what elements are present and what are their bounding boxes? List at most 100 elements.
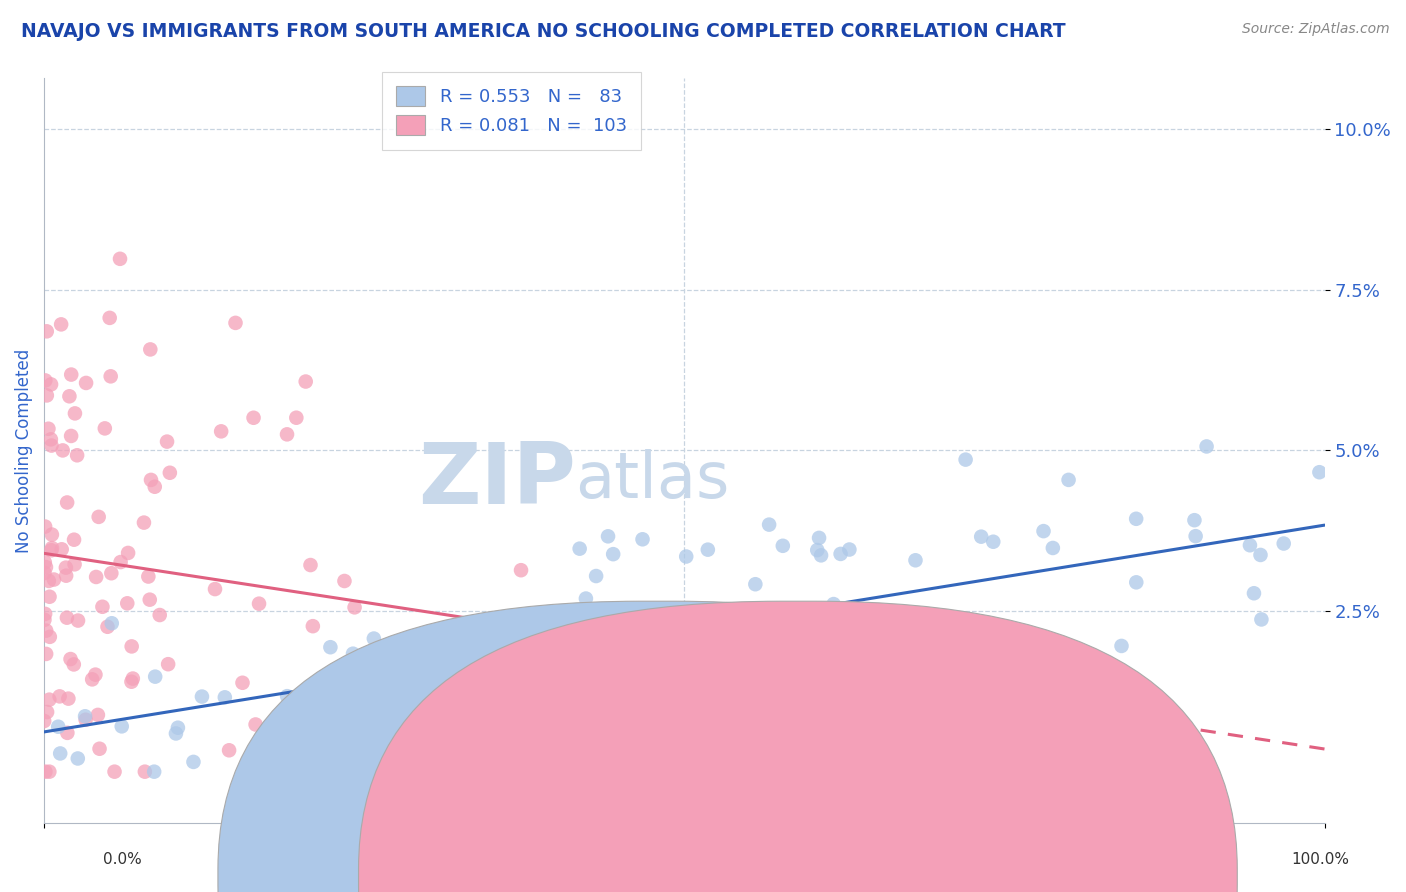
Point <box>159 466 181 480</box>
Text: atlas: atlas <box>575 450 730 511</box>
Point <box>955 452 977 467</box>
Point <box>1250 548 1272 562</box>
Point <box>75 709 97 723</box>
Point <box>744 577 766 591</box>
Point <box>46 720 69 734</box>
Point <box>231 675 253 690</box>
Point <box>121 672 143 686</box>
Point <box>34 566 56 580</box>
Point <box>1250 612 1272 626</box>
Point <box>1184 513 1206 527</box>
Point <box>408 715 430 730</box>
Point <box>157 657 180 672</box>
Point <box>602 547 624 561</box>
Point <box>859 640 882 655</box>
Point <box>218 743 240 757</box>
Point <box>285 410 308 425</box>
Point <box>242 410 264 425</box>
Point <box>425 651 447 665</box>
Point <box>34 764 56 779</box>
Point <box>806 543 828 558</box>
Point <box>586 673 609 687</box>
Point <box>51 542 73 557</box>
Point <box>1032 524 1054 538</box>
Point <box>42 573 65 587</box>
Point <box>58 389 80 403</box>
Legend: R = 0.553   N =   83, R = 0.081   N =  103: R = 0.553 N = 83, R = 0.081 N = 103 <box>382 72 641 150</box>
Point <box>41 541 63 555</box>
Point <box>63 406 86 420</box>
Point <box>294 375 316 389</box>
Point <box>585 569 607 583</box>
Point <box>343 600 366 615</box>
Point <box>758 517 780 532</box>
Point <box>34 519 56 533</box>
Point <box>675 549 697 564</box>
Point <box>41 527 63 541</box>
Point <box>55 560 77 574</box>
Point <box>84 667 107 681</box>
Point <box>575 591 598 606</box>
Point <box>596 529 619 543</box>
Point <box>543 639 565 653</box>
Point <box>66 751 89 765</box>
Point <box>1090 697 1112 711</box>
Point <box>49 747 72 761</box>
Point <box>132 516 155 530</box>
Point <box>536 652 558 666</box>
Point <box>830 743 852 757</box>
Point <box>1243 586 1265 600</box>
Point <box>550 657 572 672</box>
Point <box>32 714 55 728</box>
Point <box>60 429 83 443</box>
Point <box>143 670 166 684</box>
Point <box>782 739 804 754</box>
Point <box>830 547 852 561</box>
Point <box>1111 639 1133 653</box>
Point <box>63 533 86 547</box>
Text: Navajo: Navajo <box>650 872 703 888</box>
Point <box>48 690 70 704</box>
Point <box>1195 440 1218 454</box>
Point <box>415 638 437 652</box>
Point <box>38 692 60 706</box>
Point <box>94 421 117 435</box>
Point <box>808 531 831 545</box>
Point <box>87 509 110 524</box>
Point <box>204 582 226 596</box>
Point <box>56 726 79 740</box>
Point <box>143 764 166 779</box>
Text: Immigrants from South America: Immigrants from South America <box>703 872 963 888</box>
Point <box>333 574 356 588</box>
Point <box>82 673 104 687</box>
Point <box>373 644 395 658</box>
Point <box>792 711 814 725</box>
Point <box>191 690 214 704</box>
Point <box>810 549 832 563</box>
Point <box>276 689 298 703</box>
Point <box>631 533 654 547</box>
Point <box>266 764 288 779</box>
Point <box>139 343 162 357</box>
Point <box>139 592 162 607</box>
Point <box>134 764 156 779</box>
Point <box>110 555 132 569</box>
Point <box>108 252 131 266</box>
Point <box>100 616 122 631</box>
Point <box>252 764 274 779</box>
Point <box>91 599 114 614</box>
Point <box>149 607 172 622</box>
Point <box>1045 645 1067 659</box>
Point <box>55 568 77 582</box>
Point <box>38 630 60 644</box>
Point <box>38 764 60 779</box>
Point <box>138 569 160 583</box>
Point <box>645 640 668 654</box>
Point <box>696 542 718 557</box>
Point <box>934 668 956 682</box>
Point <box>394 662 416 676</box>
Point <box>121 674 143 689</box>
Point <box>814 607 837 621</box>
Point <box>87 707 110 722</box>
Point <box>503 686 526 700</box>
